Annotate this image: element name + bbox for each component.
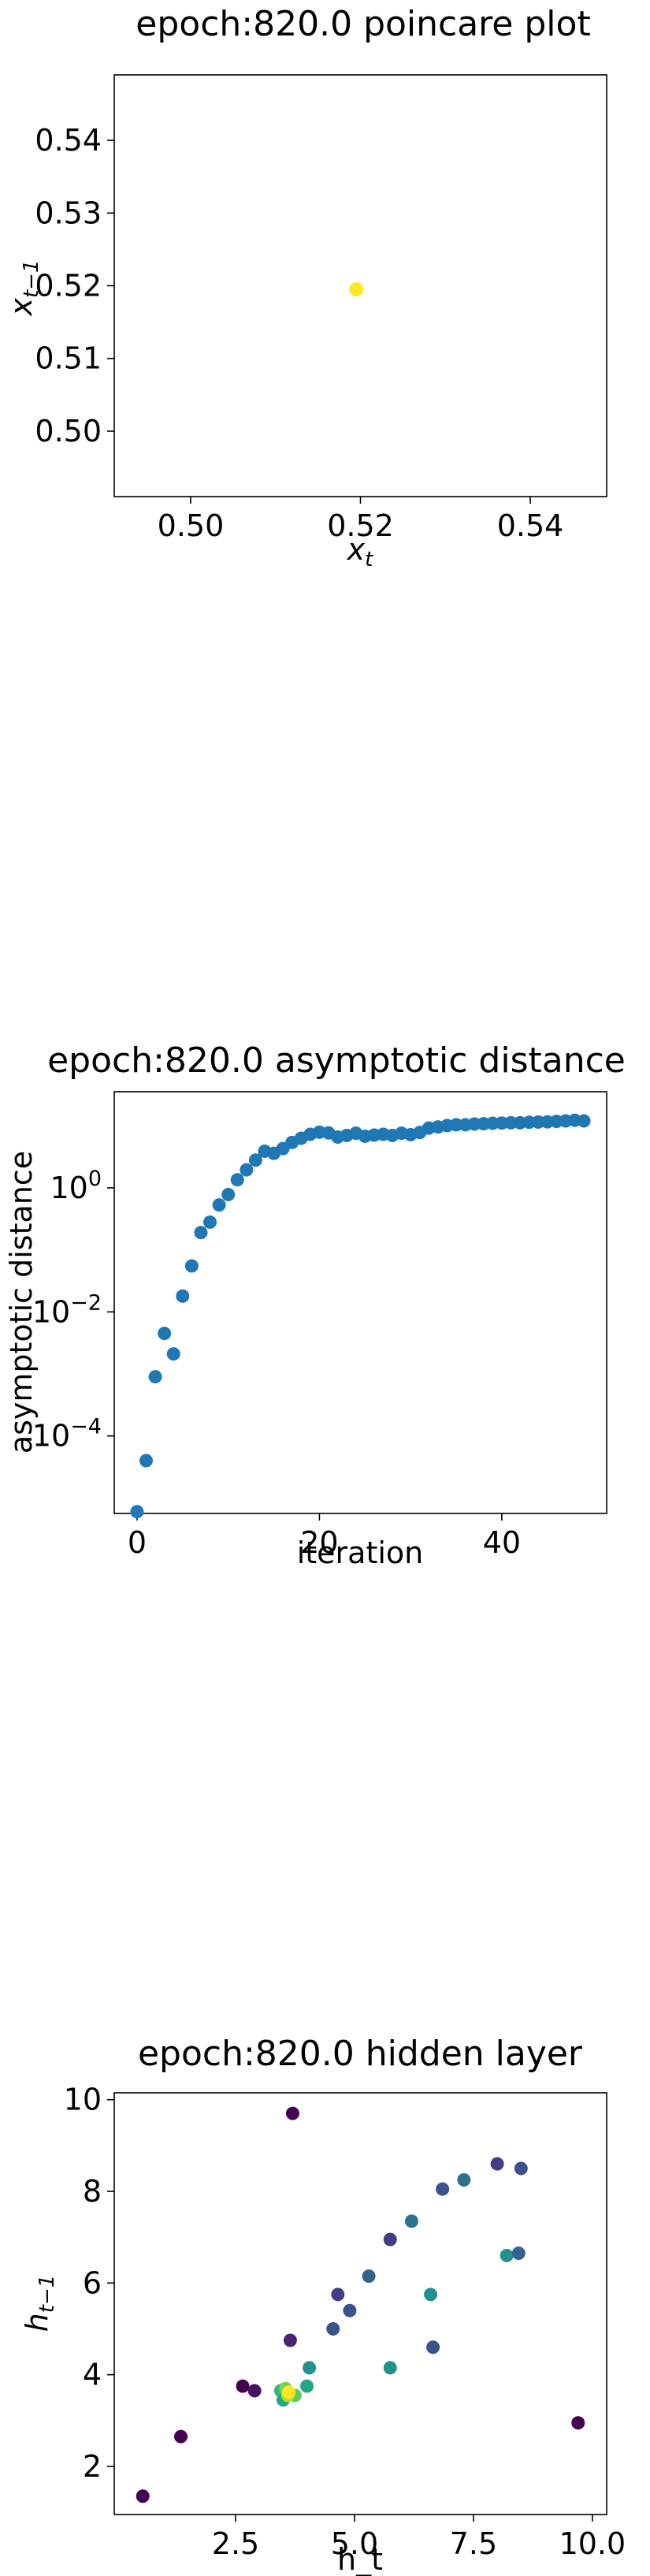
y-tick-label: 10−2 — [32, 1290, 102, 1329]
scatter-point — [500, 2248, 514, 2262]
scatter-point — [158, 1327, 172, 1341]
scatter-point — [577, 1114, 591, 1128]
scatter-point — [424, 2288, 438, 2302]
y-tick-label: 8 — [83, 2174, 102, 2209]
scatter-point — [514, 2161, 528, 2176]
hidden-y-axis-label: ht−1 — [20, 2275, 59, 2332]
scatter-point — [436, 2182, 450, 2196]
x-tick-label: 20 — [300, 1525, 338, 1560]
x-tick-label: 0.50 — [158, 508, 225, 543]
scatter-point — [283, 2333, 297, 2347]
x-tick-label: 10.0 — [559, 2526, 626, 2561]
x-tick-label: 0.52 — [327, 508, 394, 543]
scatter-point — [136, 2489, 150, 2503]
asymptotic-distance-chart: epoch:820.0 asymptotic distance 0 20 40 10… — [4, 1040, 626, 1570]
scatter-point — [383, 2232, 397, 2247]
scatter-point — [248, 1153, 262, 1167]
asymptotic-distance-frame — [113, 1091, 607, 1514]
hidden-layer-frame — [113, 2092, 607, 2515]
scatter-point — [303, 2361, 317, 2375]
y-tick-label: 4 — [83, 2358, 102, 2392]
y-tick-label: 10−4 — [32, 1415, 102, 1454]
x-tick-label: 0.54 — [497, 508, 564, 543]
asymptotic-distance-title: epoch:820.0 asymptotic distance — [47, 1040, 626, 1081]
scatter-point — [174, 2429, 188, 2444]
scatter-point — [490, 2157, 504, 2171]
y-tick-label: 0.52 — [35, 269, 102, 303]
scatter-point — [343, 2303, 357, 2317]
scatter-point — [230, 1173, 244, 1187]
asymptotic-x-axis-label: iteration — [297, 1536, 424, 1570]
scatter-point — [236, 2379, 250, 2393]
scatter-point — [139, 1454, 154, 1468]
poincare-plot-title: epoch:820.0 poincare plot — [136, 4, 590, 44]
scatter-point — [184, 1259, 199, 1273]
scatter-point — [326, 2321, 340, 2336]
y-tick-label: 0.54 — [35, 123, 102, 158]
poincare-x-axis-label: xt — [347, 532, 374, 571]
scatter-point — [247, 2384, 262, 2398]
scatter-point — [282, 2385, 296, 2399]
x-tick-label: 5.0 — [331, 2526, 378, 2561]
scatter-point — [383, 2361, 397, 2375]
y-tick-label: 10 — [64, 2083, 102, 2117]
y-tick-label: 100 — [50, 1167, 102, 1205]
scatter-point — [571, 2416, 585, 2430]
x-tick-label: 0 — [128, 1525, 147, 1560]
scatter-point — [130, 1505, 144, 1519]
hidden-layer-title: epoch:820.0 hidden layer — [138, 2034, 583, 2074]
scatter-point — [511, 2247, 526, 2261]
scatter-point — [148, 1370, 162, 1384]
scatter-point — [404, 2214, 418, 2228]
hidden-layer-chart: epoch:820.0 hidden layer 2.5 5.0 7.5 10.0 2… — [20, 2034, 626, 2576]
y-tick-label: 2 — [83, 2449, 102, 2484]
x-tick-label: 7.5 — [450, 2526, 497, 2561]
y-tick-label: 0.53 — [35, 195, 102, 230]
scatter-point — [331, 2288, 345, 2302]
scatter-point — [362, 2269, 376, 2284]
scatter-point — [203, 1215, 217, 1229]
x-tick-label: 2.5 — [212, 2526, 259, 2561]
scatter-point — [194, 1226, 208, 1240]
scatter-point — [166, 1347, 180, 1361]
y-tick-label: 6 — [83, 2265, 102, 2300]
scatter-point — [349, 282, 364, 297]
poincare-plot-chart: epoch:820.0 poincare plot 0.50 0.52 0.54 0… — [4, 4, 607, 571]
asymptotic-y-axis-label: asymptotic distance — [4, 1151, 39, 1454]
scatter-point — [457, 2172, 471, 2187]
x-tick-label: 40 — [483, 1525, 521, 1560]
scatter-point — [300, 2379, 314, 2393]
scatter-point — [176, 1289, 190, 1303]
scatter-point — [240, 1163, 254, 1177]
poincare-y-axis-label: xt−1 — [4, 259, 43, 316]
y-tick-label: 0.51 — [35, 341, 102, 376]
hidden-x-axis-label: h_t — [337, 2542, 383, 2576]
y-tick-label: 0.50 — [35, 414, 102, 449]
scatter-point — [426, 2340, 440, 2355]
scatter-point — [221, 1187, 236, 1201]
scatter-point — [285, 2106, 299, 2120]
scatter-point — [212, 1198, 226, 1212]
